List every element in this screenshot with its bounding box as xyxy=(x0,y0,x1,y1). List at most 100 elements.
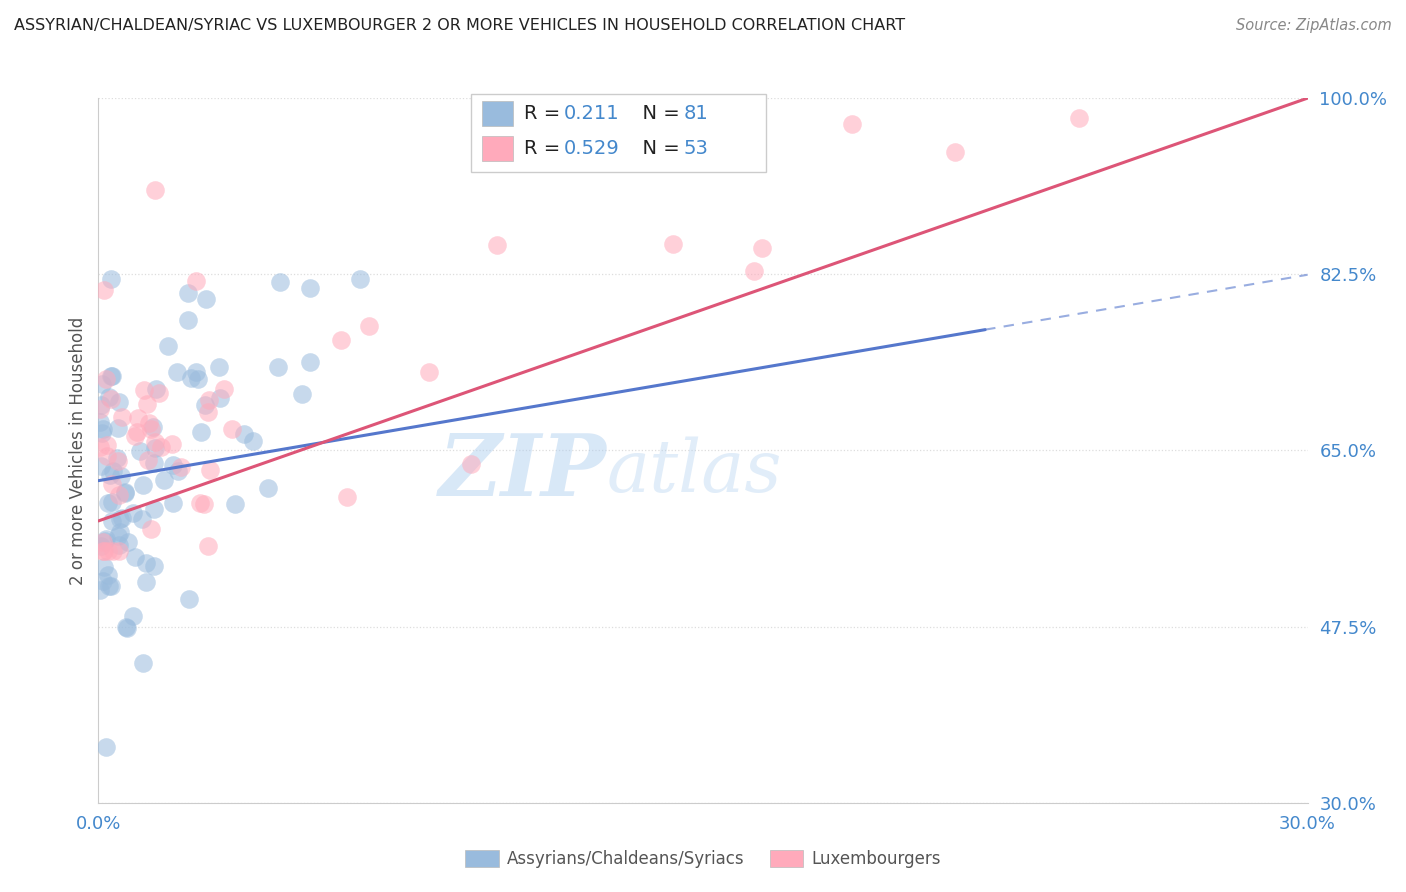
Point xyxy=(132,656,155,670)
Point xyxy=(124,549,146,564)
Point xyxy=(100,495,122,509)
Point xyxy=(485,238,508,252)
Point xyxy=(124,429,146,443)
Point xyxy=(208,359,231,374)
Point xyxy=(107,454,129,468)
Point xyxy=(111,511,134,525)
Point xyxy=(744,264,766,278)
Point xyxy=(139,522,162,536)
Point xyxy=(125,425,148,440)
Legend: Assyrians/Chaldeans/Syriacs, Luxembourgers: Assyrians/Chaldeans/Syriacs, Luxembourge… xyxy=(458,843,948,875)
Point xyxy=(89,402,111,417)
Point xyxy=(242,434,264,448)
Point xyxy=(93,533,115,548)
Point xyxy=(193,497,215,511)
Text: Source: ZipAtlas.com: Source: ZipAtlas.com xyxy=(1236,18,1392,33)
Point xyxy=(751,241,773,255)
Point xyxy=(841,117,863,131)
Point xyxy=(110,512,132,526)
Point xyxy=(187,372,209,386)
Point xyxy=(169,459,191,474)
Point xyxy=(208,391,231,405)
Point xyxy=(418,365,440,379)
Point xyxy=(110,469,132,483)
Text: R =: R = xyxy=(524,139,567,159)
Point xyxy=(943,145,966,159)
Point xyxy=(96,449,118,463)
Point xyxy=(197,405,219,419)
Point xyxy=(221,422,243,436)
Point xyxy=(94,533,117,547)
Point xyxy=(97,568,120,582)
Point xyxy=(143,558,166,573)
Text: 0.529: 0.529 xyxy=(564,139,620,159)
Point xyxy=(298,355,321,369)
Point xyxy=(186,365,208,379)
Point xyxy=(101,464,124,478)
Point xyxy=(108,395,131,409)
Point xyxy=(269,275,291,289)
Point xyxy=(135,397,157,411)
Point xyxy=(107,421,129,435)
Point xyxy=(111,409,134,424)
Point xyxy=(142,420,165,434)
Point xyxy=(108,544,131,558)
Point xyxy=(107,488,129,502)
Text: ASSYRIAN/CHALDEAN/SYRIAC VS LUXEMBOURGER 2 OR MORE VEHICLES IN HOUSEHOLD CORRELA: ASSYRIAN/CHALDEAN/SYRIAC VS LUXEMBOURGER… xyxy=(14,18,905,33)
Point xyxy=(160,437,183,451)
Point xyxy=(93,284,115,298)
Point xyxy=(142,456,165,470)
Point xyxy=(188,496,211,510)
Point xyxy=(101,544,124,558)
Point xyxy=(460,457,482,471)
Point xyxy=(662,237,685,252)
Point xyxy=(105,450,128,465)
Point xyxy=(114,484,136,499)
Point xyxy=(143,434,166,449)
Point xyxy=(131,512,153,526)
Point xyxy=(91,544,114,558)
Point xyxy=(336,490,359,504)
Point xyxy=(139,422,162,436)
Text: 81: 81 xyxy=(683,103,709,123)
Point xyxy=(143,183,166,197)
Point xyxy=(121,608,143,623)
Text: R =: R = xyxy=(524,103,567,123)
Point xyxy=(89,582,111,597)
Point xyxy=(94,372,117,386)
Point xyxy=(89,415,111,429)
Point xyxy=(194,398,217,412)
Point xyxy=(89,441,111,455)
Point xyxy=(90,459,112,474)
Point xyxy=(127,411,149,425)
Point xyxy=(91,426,114,441)
Point xyxy=(97,579,120,593)
Text: ZIP: ZIP xyxy=(439,430,606,514)
Text: N =: N = xyxy=(630,103,686,123)
Point xyxy=(177,313,200,327)
Point xyxy=(96,739,118,754)
Point xyxy=(195,292,218,306)
Point xyxy=(93,560,115,574)
Point xyxy=(97,391,120,405)
Point xyxy=(198,392,221,407)
Point xyxy=(135,556,157,570)
Text: 53: 53 xyxy=(683,139,709,159)
Point xyxy=(97,544,120,558)
Point xyxy=(186,274,208,288)
Point xyxy=(212,382,235,396)
Point xyxy=(167,464,190,478)
Y-axis label: 2 or more Vehicles in Household: 2 or more Vehicles in Household xyxy=(69,317,87,584)
Point xyxy=(197,539,219,553)
Point xyxy=(96,496,118,510)
Point xyxy=(180,371,202,385)
Point xyxy=(91,574,114,588)
Point xyxy=(349,272,371,286)
Point xyxy=(198,463,221,477)
Point xyxy=(90,398,112,412)
Point xyxy=(257,481,280,495)
Point xyxy=(138,417,160,431)
Point xyxy=(1067,111,1090,125)
Point xyxy=(166,365,188,379)
Point xyxy=(162,496,184,510)
